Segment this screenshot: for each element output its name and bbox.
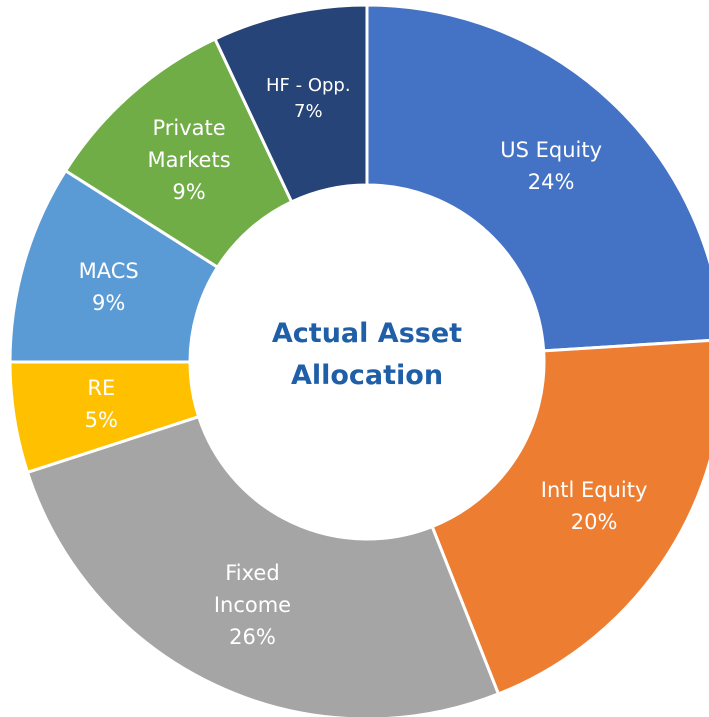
slice-label: MACS 9% — [69, 255, 149, 319]
category-label: MACS — [78, 258, 139, 283]
slice-label: US Equity 24% — [476, 134, 626, 198]
slice-label: RE 5% — [61, 372, 141, 436]
donut-slice — [25, 414, 501, 717]
value-label: 5% — [84, 408, 118, 433]
slice-label: HF - Opp. 7% — [253, 73, 363, 125]
value-label: 9% — [92, 290, 126, 315]
donut-slice — [213, 3, 369, 204]
slice-label: Private Markets 9% — [134, 112, 244, 208]
value-label: 20% — [570, 510, 618, 535]
value-label: 9% — [172, 180, 206, 205]
donut-slice — [365, 3, 709, 353]
slice-label: Intl Equity 20% — [519, 474, 669, 538]
category-label: US Equity — [500, 137, 603, 162]
value-label: 7% — [294, 101, 323, 123]
category-label: Fixed Income — [213, 561, 292, 618]
category-label: Private Markets — [147, 116, 231, 173]
donut-slice — [430, 338, 709, 696]
value-label: 26% — [229, 625, 276, 650]
category-label: HF - Opp. — [266, 75, 351, 97]
category-label: RE — [87, 376, 116, 401]
chart-title: Actual Asset Allocation — [271, 318, 463, 391]
category-label: Intl Equity — [540, 478, 648, 503]
value-label: 24% — [527, 169, 575, 194]
slice-label: Fixed Income 26% — [197, 557, 307, 653]
